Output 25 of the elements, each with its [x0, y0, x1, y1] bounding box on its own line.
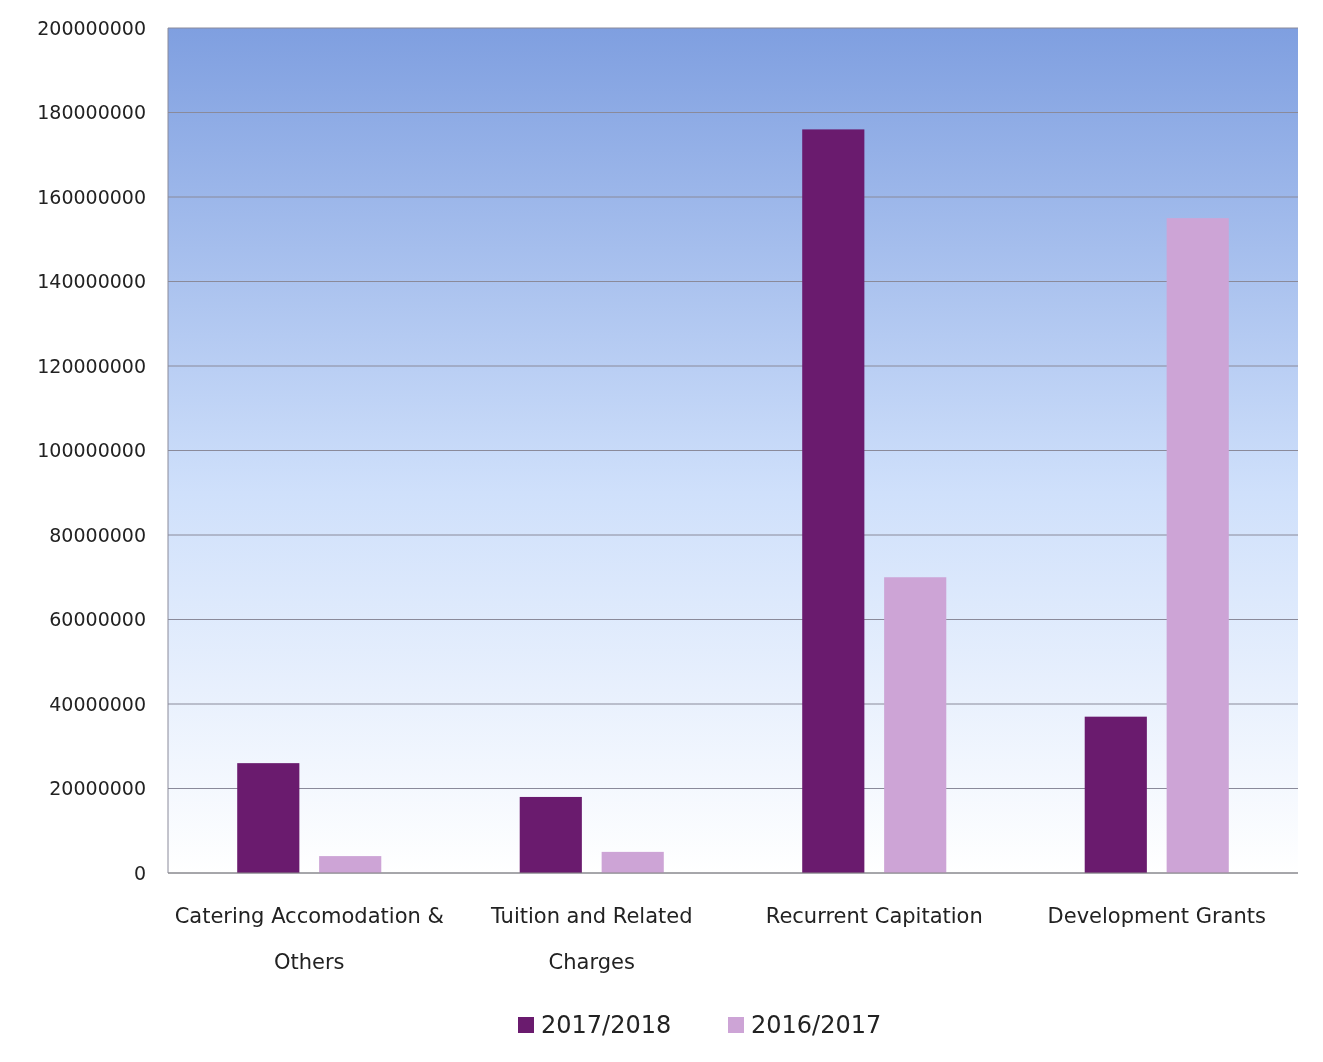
bar	[601, 851, 664, 873]
y-tick-label: 20000000	[49, 777, 146, 800]
x-tick-label: Recurrent Capitation	[765, 904, 983, 928]
y-tick-label: 200000000	[37, 16, 146, 39]
bar	[802, 129, 865, 873]
x-tick-label: Catering Accomodation & Others	[174, 904, 444, 974]
bar	[884, 577, 947, 873]
y-tick-label: 60000000	[49, 608, 146, 631]
y-tick-label: 140000000	[37, 270, 146, 293]
bar	[319, 856, 382, 873]
bar	[1084, 716, 1147, 873]
y-tick-label: 0	[133, 861, 146, 884]
y-tick-label: 80000000	[49, 523, 146, 546]
y-tick-label: 160000000	[37, 185, 146, 208]
bar	[1166, 218, 1229, 873]
legend-label: 2017/2018	[541, 1011, 672, 1039]
y-tick-label: 40000000	[49, 692, 146, 715]
bar	[237, 763, 300, 873]
y-tick-label: 120000000	[37, 354, 146, 377]
y-tick-label: 100000000	[37, 439, 146, 462]
x-tick-label: Development Grants	[1047, 904, 1266, 928]
y-tick-label: 180000000	[37, 101, 146, 124]
x-tick-label: Tuition and Related Charges	[489, 904, 693, 974]
legend-label: 2016/2017	[751, 1011, 882, 1039]
bar	[519, 796, 582, 873]
